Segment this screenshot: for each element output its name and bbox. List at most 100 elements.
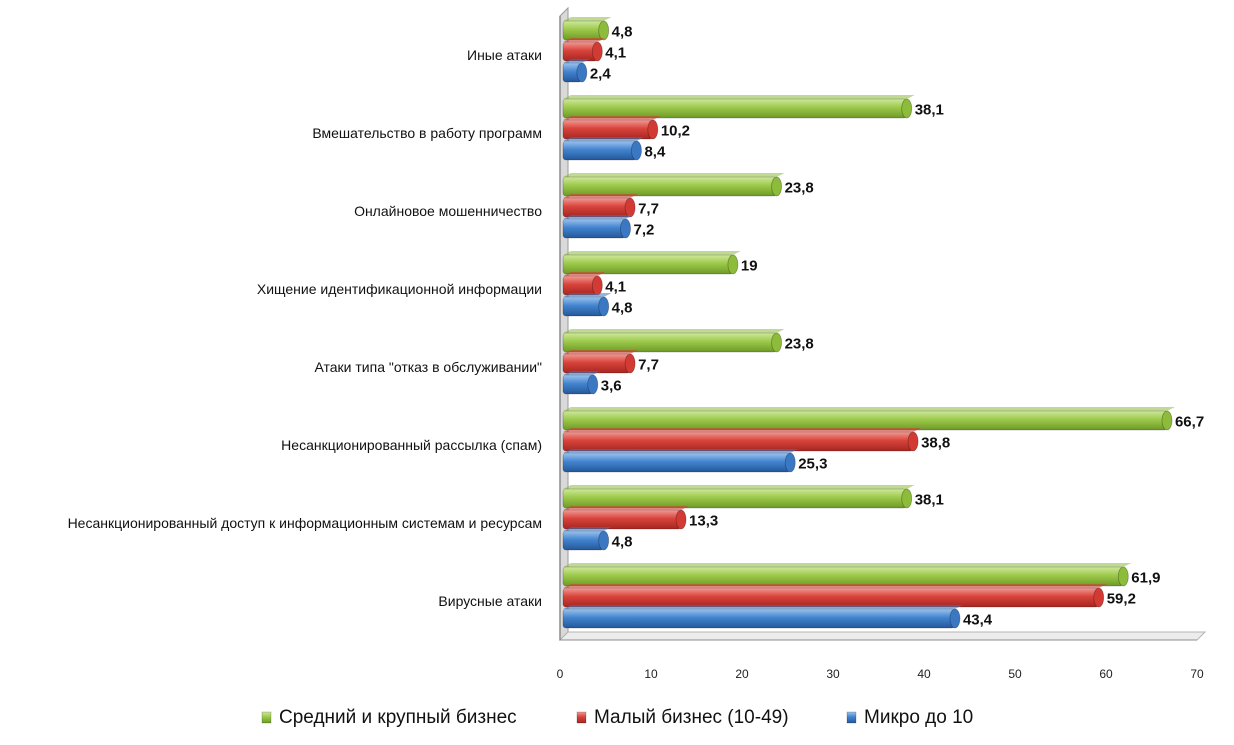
bar-end-cap (675, 509, 687, 530)
data-label: 19 (741, 258, 758, 275)
category-label: Хищение идентификационной информации (257, 281, 542, 297)
bar-front-face (562, 140, 637, 161)
data-label: 66,7 (1175, 414, 1204, 431)
bar-green (562, 251, 741, 275)
data-label: 38,8 (921, 435, 950, 452)
bar-top-face (563, 527, 612, 531)
bar-front-face (562, 431, 914, 452)
bar-top-face (563, 95, 915, 99)
data-label: 7,7 (638, 357, 659, 374)
bar-blue (562, 293, 612, 317)
data-label: 7,2 (634, 222, 655, 239)
category-label: Атаки типа "отказ в обслуживании" (314, 359, 542, 375)
data-label: 59,2 (1107, 591, 1136, 608)
bar-front-face (562, 530, 605, 551)
bar-end-cap (784, 452, 796, 473)
bar-front-face (562, 608, 956, 629)
bar-blue (562, 59, 590, 83)
bar-red (562, 116, 661, 140)
bar-end-cap (598, 530, 610, 551)
bar-end-cap (1117, 566, 1129, 587)
bar-end-cap (587, 374, 599, 395)
legend-item: Малый бизнес (10-49) (576, 707, 789, 728)
data-label: 25,3 (798, 456, 827, 473)
bar-top-face (563, 137, 645, 141)
bar-end-cap (591, 275, 603, 296)
bar-front-face (562, 566, 1124, 587)
data-label: 7,7 (638, 201, 659, 218)
bar-front-face (562, 509, 682, 530)
data-label: 4,8 (612, 300, 633, 317)
bar-end-cap (576, 62, 588, 83)
bar-top-face (563, 251, 741, 255)
bar-blue (562, 215, 634, 239)
bar-top-face (563, 584, 1107, 588)
data-label: 38,1 (915, 102, 944, 119)
bar-end-cap (771, 176, 782, 197)
bar-end-cap (598, 296, 610, 317)
data-label: 43,4 (963, 612, 993, 629)
bar-blue (562, 137, 645, 161)
bar-front-face (562, 452, 791, 473)
bar-end-cap (727, 254, 739, 275)
bar-top-face (563, 449, 799, 453)
legend-item: Средний и крупный бизнес (261, 707, 517, 728)
category-label: Иные атаки (467, 47, 542, 63)
bar-top-face (563, 293, 612, 297)
data-label: 10,2 (661, 123, 690, 140)
bar-end-cap (949, 608, 961, 629)
bar-end-cap (591, 41, 603, 62)
bar-end-cap (907, 431, 919, 452)
bar-front-face (562, 176, 777, 197)
axis-floor (558, 631, 1207, 641)
bar-top-face (563, 194, 639, 198)
bar-front-face (562, 488, 908, 509)
bar-red (562, 272, 606, 296)
bar-front-face (562, 197, 631, 218)
data-label: 13,3 (689, 513, 718, 530)
category-label: Вмешательство в работу программ (312, 125, 542, 141)
bar-top-face (563, 371, 601, 375)
category-label: Онлайновое мошенничество (354, 203, 542, 219)
category-label: Вирусные атаки (438, 593, 542, 609)
bar-red (562, 506, 690, 530)
bar-top-face (563, 272, 606, 276)
bar-end-cap (631, 140, 642, 161)
data-label: 4,1 (605, 45, 626, 62)
legend-swatch (261, 711, 272, 724)
bar-green (562, 407, 1175, 431)
bar-blue (562, 371, 601, 395)
bar-red (562, 350, 639, 374)
bar-end-cap (901, 98, 913, 119)
bar-red (562, 194, 639, 218)
bar-top-face (563, 428, 922, 432)
bar-top-face (563, 563, 1132, 567)
data-label: 4,8 (612, 24, 633, 41)
x-tick-label: 40 (917, 667, 931, 681)
x-tick-label: 60 (1099, 667, 1113, 681)
data-label: 38,1 (915, 492, 944, 509)
bar-front-face (562, 353, 631, 374)
x-tick-label: 30 (826, 667, 840, 681)
data-label: 8,4 (644, 144, 666, 161)
bar-front-face (562, 410, 1168, 431)
data-label: 23,8 (785, 336, 814, 353)
category-label: Несанкционированный рассылка (спам) (281, 437, 542, 453)
data-label: 23,8 (785, 180, 814, 197)
legend-swatch (576, 711, 587, 724)
bar-front-face (562, 587, 1100, 608)
bar-green (562, 173, 785, 197)
bar-blue (562, 605, 963, 629)
bar-green (562, 329, 785, 353)
bar-top-face (563, 329, 785, 333)
legend: Средний и крупный бизнес Малый бизнес (10… (261, 707, 973, 728)
bar-top-face (563, 173, 785, 177)
x-tick-label: 10 (644, 667, 658, 681)
data-label: 2,4 (590, 66, 612, 83)
bar-top-face (563, 59, 590, 63)
bar-top-face (563, 116, 661, 120)
bar-green (562, 563, 1132, 587)
bar-end-cap (901, 488, 913, 509)
bar-top-face (563, 605, 963, 609)
bar-top-face (563, 485, 915, 489)
